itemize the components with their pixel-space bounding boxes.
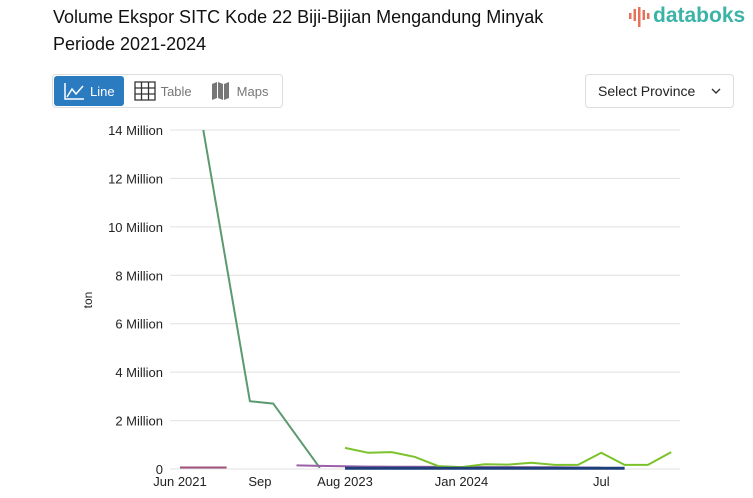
databoks-logo: databoks (628, 4, 745, 28)
y-tick-label: 2 Million (115, 414, 163, 429)
series-line-0[interactable] (202, 129, 321, 469)
x-tick-label: Jun 2021 (153, 474, 207, 489)
y-axis-label: ton (81, 292, 95, 309)
y-tick-label: 10 Million (108, 220, 163, 235)
x-tick-label: Aug 2023 (317, 474, 373, 489)
series-line-3[interactable] (344, 446, 672, 469)
tab-maps[interactable]: Maps (201, 75, 278, 107)
province-select-label: Select Province (598, 83, 696, 99)
line-chart-icon (64, 83, 84, 100)
tab-line[interactable]: Line (54, 76, 124, 106)
tab-maps-label: Maps (236, 83, 269, 99)
x-tick-label: Sep (248, 474, 271, 489)
y-tick-label: 12 Million (108, 171, 163, 186)
x-tick-label: Jul (593, 474, 610, 489)
tab-line-label: Line (90, 83, 115, 99)
view-toggle: Line Table Maps (52, 74, 283, 108)
chevron-down-icon (711, 88, 721, 94)
tab-table[interactable]: Table (125, 75, 201, 107)
chart-title: Volume Ekspor SITC Kode 22 Biji-Bijian M… (53, 7, 544, 54)
province-select[interactable]: Select Province (585, 74, 734, 108)
logo-bars-icon (629, 7, 650, 27)
table-icon (133, 81, 156, 101)
x-tick-label: Jan 2024 (435, 474, 489, 489)
map-icon (211, 82, 229, 100)
y-tick-label: 6 Million (115, 317, 163, 332)
brand-name: databoks (653, 4, 746, 27)
y-tick-label: 4 Million (115, 365, 163, 380)
y-tick-label: 0 (156, 462, 163, 477)
y-tick-label: 14 Million (108, 123, 163, 138)
y-tick-label: 8 Million (115, 268, 163, 283)
tab-table-label: Table (160, 83, 192, 99)
